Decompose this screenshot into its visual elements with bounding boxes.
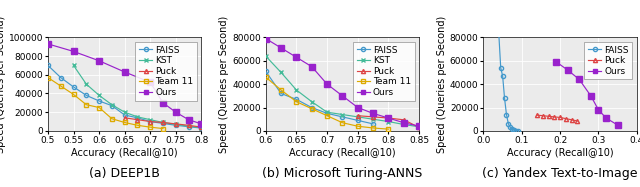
Y-axis label: Speed (Queries per Second): Speed (Queries per Second) (437, 16, 447, 153)
Text: (b) Microsoft Turing-ANNS: (b) Microsoft Turing-ANNS (262, 166, 422, 180)
X-axis label: Accuracy (Recall@10): Accuracy (Recall@10) (71, 148, 178, 157)
Legend: FAISS, KST, Puck, Team 11, Ours: FAISS, KST, Puck, Team 11, Ours (135, 42, 197, 101)
Legend: FAISS, KST, Puck, Team 11, Ours: FAISS, KST, Puck, Team 11, Ours (353, 42, 415, 101)
Y-axis label: Speed (Queries per Second): Speed (Queries per Second) (0, 16, 6, 153)
X-axis label: Accuracy (Recall@10): Accuracy (Recall@10) (289, 148, 396, 157)
Legend: FAISS, Puck, Ours: FAISS, Puck, Ours (584, 42, 632, 79)
Y-axis label: Speed (Queries per Second): Speed (Queries per Second) (220, 16, 229, 153)
X-axis label: Accuracy (Recall@10): Accuracy (Recall@10) (507, 148, 614, 157)
Text: (a) DEEP1B: (a) DEEP1B (89, 166, 160, 180)
Text: (c) Yandex Text-to-Image: (c) Yandex Text-to-Image (483, 166, 638, 180)
